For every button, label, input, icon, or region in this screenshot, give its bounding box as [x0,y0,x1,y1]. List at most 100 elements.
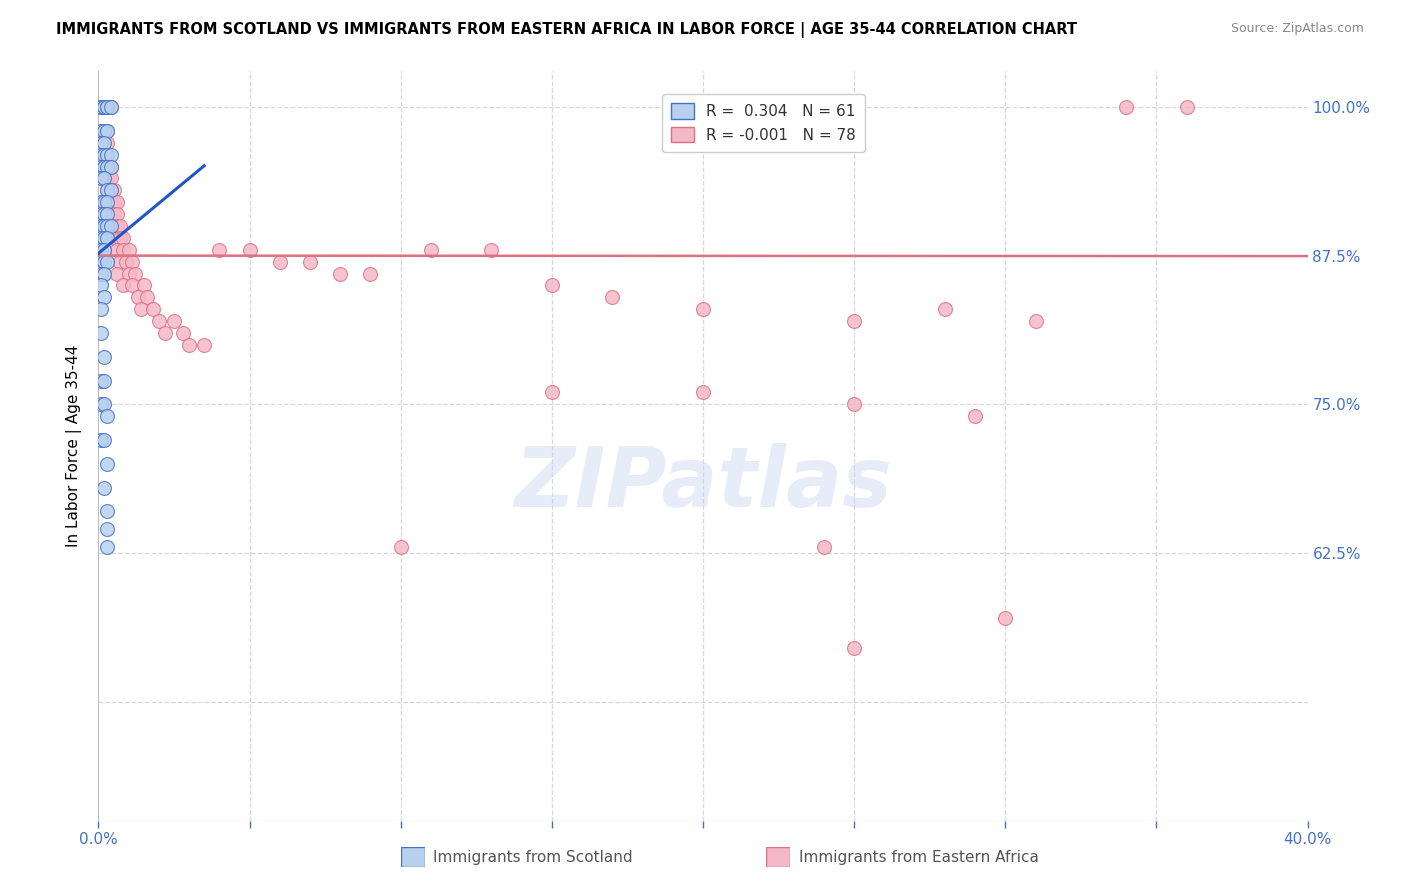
Point [118,267,141,281]
Point [93,147,115,161]
Point [90,433,112,447]
Point [93,195,115,210]
Point [90,100,112,114]
Text: Immigrants from Scotland: Immigrants from Scotland [433,850,633,864]
Point [96,124,118,138]
Point [100,160,122,174]
Point [813,540,835,554]
Point [93,267,115,281]
Point [93,124,115,138]
Point [965,409,987,424]
Point [105,243,128,257]
Point [100,183,122,197]
Point [540,385,562,400]
Point [208,243,231,257]
Point [90,171,112,186]
Point [108,254,131,268]
Point [135,290,157,304]
Point [90,136,112,150]
Point [602,290,624,304]
Point [90,100,112,114]
Point [90,267,112,281]
Point [124,267,146,281]
Point [844,314,866,328]
Point [96,195,118,210]
Point [90,254,112,268]
Point [108,231,131,245]
Point [111,231,134,245]
Point [844,641,866,656]
Point [90,302,112,317]
Point [103,231,125,245]
Point [96,207,118,221]
Point [90,243,112,257]
Point [153,326,176,340]
Point [90,231,112,245]
Point [994,611,1017,625]
Point [93,171,115,186]
Point [193,338,215,352]
Text: ZIPatlas: ZIPatlas [515,443,891,524]
Point [90,136,112,150]
Point [96,100,118,114]
Point [172,326,194,340]
Y-axis label: In Labor Force | Age 35-44: In Labor Force | Age 35-44 [66,345,83,547]
Point [103,183,125,197]
Point [90,326,112,340]
Point [360,267,382,281]
Point [93,207,115,221]
Point [96,136,118,150]
Point [93,254,115,268]
Point [93,481,115,495]
Point [96,160,118,174]
Point [389,540,412,554]
Point [100,147,122,161]
Point [93,100,115,114]
Point [90,124,112,138]
Point [142,302,165,317]
Point [96,147,118,161]
Point [1115,100,1137,114]
Point [93,219,115,233]
Point [96,457,118,471]
Point [93,100,115,114]
Point [96,100,118,114]
Point [93,124,115,138]
Point [481,243,503,257]
Point [100,219,122,233]
Point [111,278,134,293]
Point [90,219,112,233]
Point [96,124,118,138]
Point [96,183,118,197]
Point [105,207,128,221]
Point [127,290,149,304]
Point [844,397,866,411]
Point [90,397,112,411]
Point [96,409,118,424]
Point [100,100,122,114]
Point [103,195,125,210]
Point [93,136,115,150]
Legend: R =  0.304   N = 61, R = -0.001   N = 78: R = 0.304 N = 61, R = -0.001 N = 78 [662,94,865,152]
Point [100,100,122,114]
Point [163,314,186,328]
Point [121,254,143,268]
Text: Source: ZipAtlas.com: Source: ZipAtlas.com [1230,22,1364,36]
Point [90,100,112,114]
Point [129,302,152,317]
Point [93,100,115,114]
Point [96,207,118,221]
Point [93,231,115,245]
Point [103,207,125,221]
Point [105,195,128,210]
Point [100,160,122,174]
Point [692,385,714,400]
Point [93,160,115,174]
Point [105,219,128,233]
Point [96,522,118,536]
Point [118,243,141,257]
Point [93,136,115,150]
Point [100,195,122,210]
Point [93,290,115,304]
Point [96,219,118,233]
